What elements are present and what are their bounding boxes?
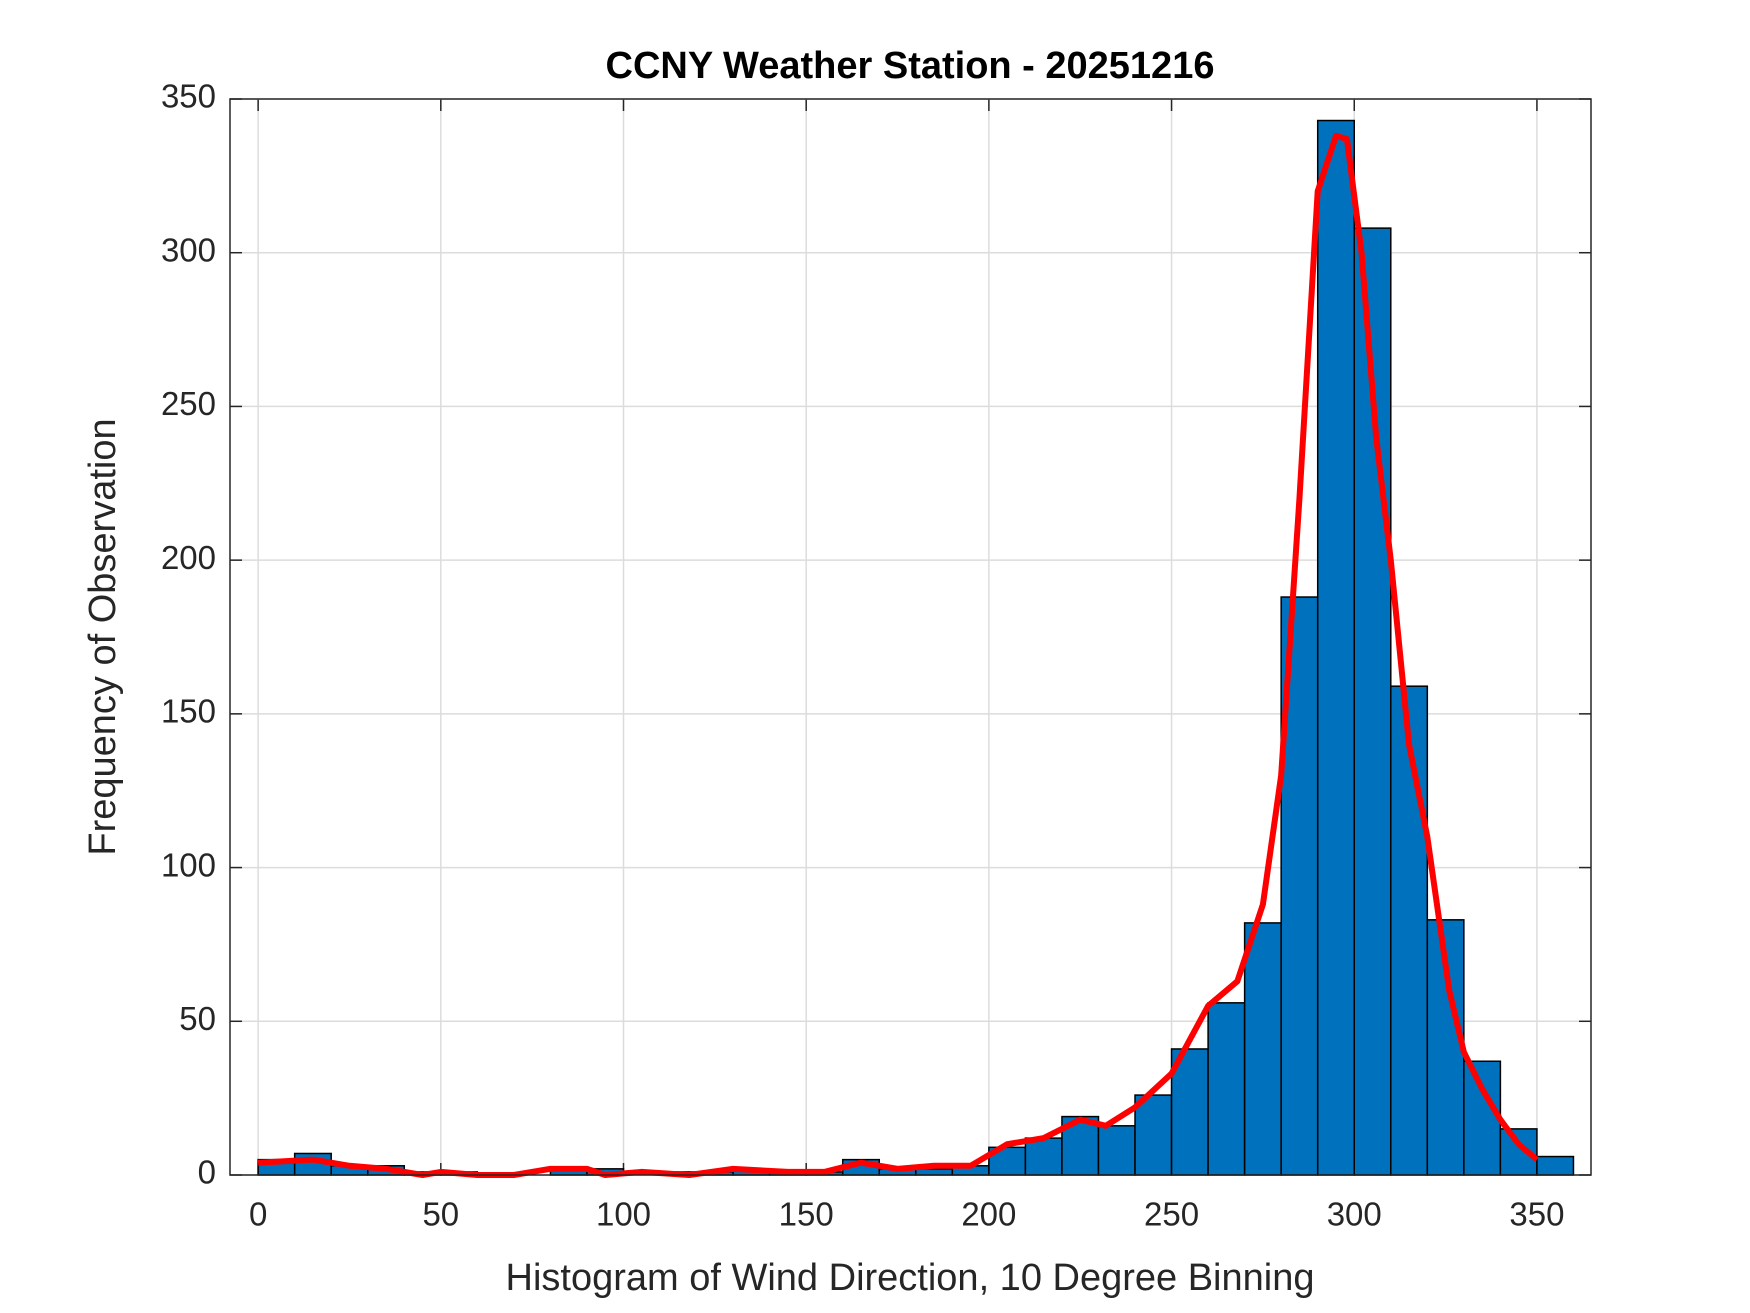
x-axis-label: Histogram of Wind Direction, 10 Degree B… [506, 1257, 1315, 1299]
bar [1316, 119, 1355, 1176]
y-tick-label: 50 [179, 1000, 216, 1037]
x-tick-label: 200 [961, 1196, 1016, 1233]
plot-frame [229, 98, 1592, 1176]
x-tick-label: 350 [1509, 1196, 1564, 1233]
density-curve [257, 132, 1539, 1178]
x-tick-label: 300 [1327, 1196, 1382, 1233]
y-tick-label: 250 [161, 385, 216, 422]
y-tick-label: 200 [161, 539, 216, 576]
bar [1170, 1048, 1209, 1176]
bar [1024, 1137, 1063, 1176]
x-tick-label: 150 [779, 1196, 834, 1233]
x-tick-label: 50 [422, 1196, 459, 1233]
bar [1134, 1094, 1173, 1176]
y-tick-label: 0 [198, 1154, 216, 1191]
y-tick-label: 300 [161, 231, 216, 268]
bar [1536, 1155, 1575, 1176]
y-tick-label: 100 [161, 846, 216, 883]
x-tick-label: 250 [1144, 1196, 1199, 1233]
bar [1097, 1125, 1136, 1176]
y-axis-label: Frequency of Observation [82, 418, 124, 855]
bar [1207, 1002, 1246, 1176]
bar [1463, 1060, 1502, 1176]
bar [1243, 922, 1282, 1176]
x-tick-label: 100 [596, 1196, 651, 1233]
chart-title: CCNY Weather Station - 20251216 [606, 45, 1215, 87]
y-tick-label: 350 [161, 78, 216, 115]
bar [1390, 685, 1429, 1176]
x-tick-label: 0 [249, 1196, 267, 1233]
y-tick-label: 150 [161, 693, 216, 730]
